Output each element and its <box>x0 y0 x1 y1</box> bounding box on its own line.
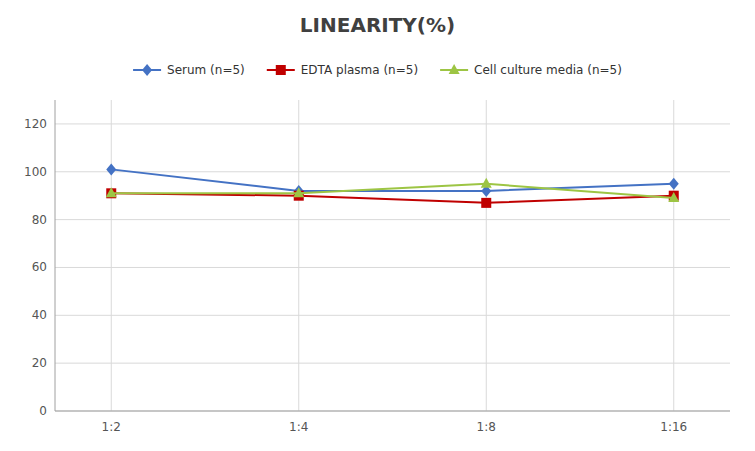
y-grid-line <box>55 315 730 316</box>
y-tick-label: 80 <box>32 213 47 227</box>
y-grid-line <box>55 363 730 364</box>
legend-label: Serum (n=5) <box>167 63 245 77</box>
y-tick-label: 40 <box>32 308 47 322</box>
legend: Serum (n=5) EDTA plasma (n=5) Cell culture… <box>133 63 622 77</box>
x-grid-line <box>673 100 674 411</box>
x-tick-label: 1:8 <box>477 420 496 434</box>
legend-marker <box>276 65 286 75</box>
y-tick-label: 100 <box>24 165 47 179</box>
plot-area <box>106 163 680 207</box>
y-tick-label: 120 <box>24 117 47 131</box>
legend-item: EDTA plasma (n=5) <box>267 63 418 77</box>
x-axis-line <box>55 411 730 412</box>
chart-svg: LINEARITY(%) 0 20 40 60 80 100 120 1:2 1:4 1:8 1:16… <box>0 0 755 451</box>
chart-title: LINEARITY(%) <box>300 13 455 37</box>
y-grid-line <box>55 219 730 220</box>
legend-label: Cell culture media (n=5) <box>474 63 622 77</box>
y-tick-label: 60 <box>32 260 47 274</box>
y-tick-label: 0 <box>39 404 47 418</box>
point-marker <box>106 187 117 197</box>
x-tick-label: 1:2 <box>102 420 121 434</box>
legend-marker <box>142 64 152 76</box>
x-tick-label: 1:4 <box>289 420 308 434</box>
legend-marker <box>449 64 460 74</box>
legend-item: Cell culture media (n=5) <box>440 63 622 77</box>
point-marker <box>293 187 304 197</box>
point-marker <box>106 163 116 175</box>
y-grid-line <box>55 267 730 268</box>
x-tick-label: 1:16 <box>660 420 687 434</box>
point-marker <box>669 178 679 190</box>
y-axis-line <box>55 100 56 411</box>
y-tick-label: 20 <box>32 356 47 370</box>
x-grid-line <box>486 100 487 411</box>
legend-label: EDTA plasma (n=5) <box>301 63 418 77</box>
series-2 <box>106 178 680 202</box>
series-line <box>111 193 674 203</box>
grid <box>55 100 730 411</box>
y-grid-line <box>55 171 730 172</box>
y-grid-line <box>55 123 730 124</box>
legend-item: Serum (n=5) <box>133 63 245 77</box>
chart-container: LINEARITY(%) 0 20 40 60 80 100 120 1:2 1:4 1:8 1:16… <box>0 0 755 451</box>
x-grid-line <box>111 100 112 411</box>
point-marker <box>481 178 492 188</box>
point-marker <box>668 192 679 202</box>
y-grid-line <box>55 411 730 412</box>
series-line <box>111 184 674 198</box>
point-marker <box>481 198 491 208</box>
x-grid-line <box>298 100 299 411</box>
